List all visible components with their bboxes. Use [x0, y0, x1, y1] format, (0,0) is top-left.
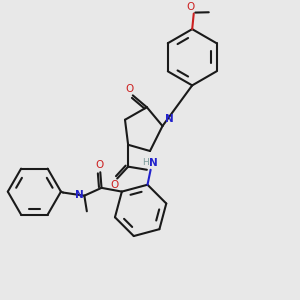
- Text: H: H: [142, 158, 149, 167]
- Text: O: O: [187, 2, 195, 12]
- Text: O: O: [95, 160, 103, 170]
- Text: N: N: [165, 115, 174, 124]
- Text: O: O: [111, 180, 119, 190]
- Text: N: N: [149, 158, 158, 168]
- Text: O: O: [126, 84, 134, 94]
- Text: N: N: [75, 190, 83, 200]
